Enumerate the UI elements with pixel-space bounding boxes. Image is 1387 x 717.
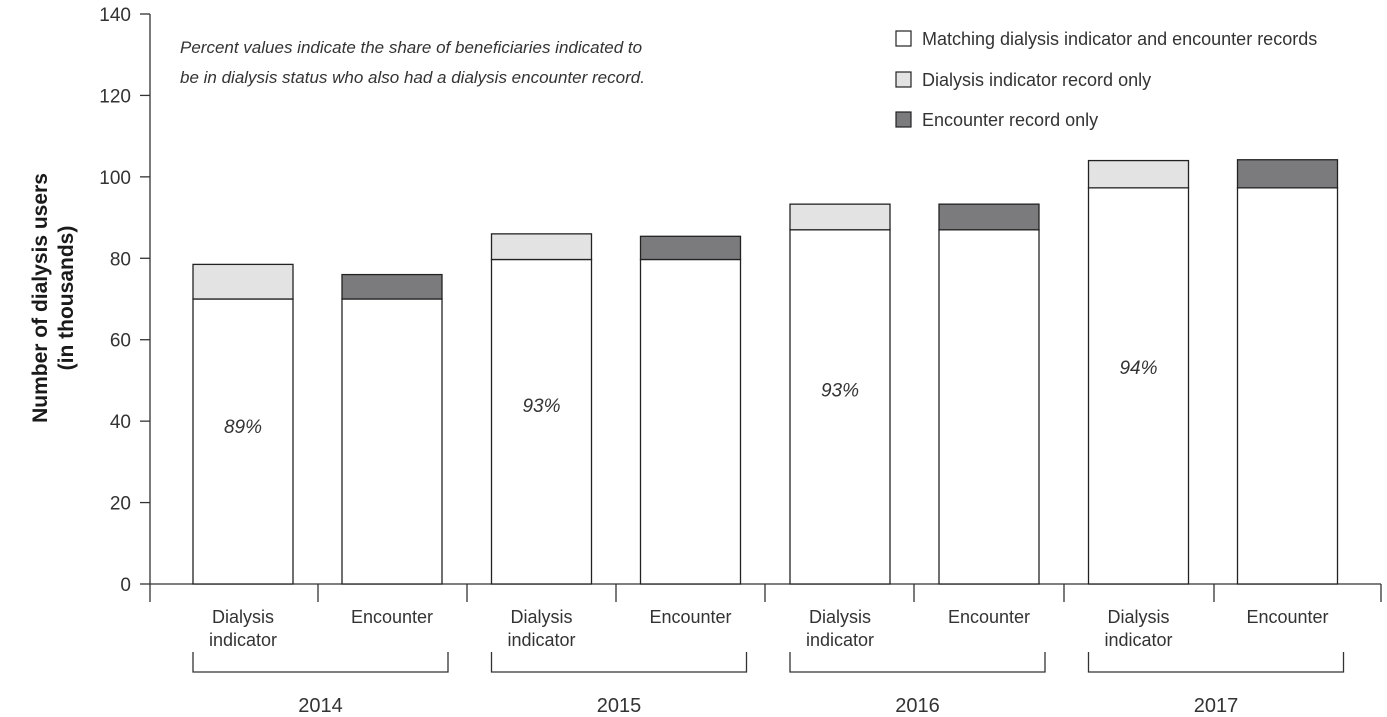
bar-only-segment bbox=[490, 233, 593, 261]
y-tick-label: 60 bbox=[110, 331, 131, 352]
y-tick-label: 40 bbox=[110, 412, 131, 433]
bar-percent-label: 93% bbox=[821, 380, 859, 401]
bar-only-segment bbox=[639, 235, 742, 261]
bar-category-label: Dialysis bbox=[809, 607, 871, 627]
year-bracket bbox=[490, 652, 748, 673]
chart-note: Percent values indicate the share of ben… bbox=[180, 38, 645, 87]
bar-percent-label: 89% bbox=[224, 417, 262, 438]
legend-label: Encounter record only bbox=[922, 110, 1098, 130]
y-tick-label: 0 bbox=[120, 575, 131, 596]
bar-percent-label: 93% bbox=[522, 396, 560, 417]
bar-category-label: Dialysis bbox=[212, 607, 274, 627]
bar-category-label: indicator bbox=[507, 630, 575, 650]
bar-category-label: Encounter bbox=[948, 607, 1030, 627]
bar-only-segment bbox=[341, 273, 443, 300]
year-bracket bbox=[192, 652, 449, 673]
bar-only-segment bbox=[192, 263, 294, 300]
bar-category-label: indicator bbox=[209, 630, 277, 650]
bar-matching-segment bbox=[938, 229, 1040, 585]
year-bracket bbox=[1087, 652, 1345, 673]
legend-swatch bbox=[895, 71, 912, 88]
chart-note-line-1: Percent values indicate the share of ben… bbox=[180, 38, 642, 57]
bar-category-label: indicator bbox=[1104, 630, 1172, 650]
bar-category-label: Encounter bbox=[1246, 607, 1328, 627]
bars: 89% 93% 93% 94% bbox=[192, 159, 1339, 585]
year-label: 2015 bbox=[597, 695, 642, 717]
bar-matching-segment bbox=[341, 298, 443, 585]
bar-matching-segment bbox=[789, 229, 891, 585]
bar-category-label: Encounter bbox=[649, 607, 731, 627]
y-tick-label: 100 bbox=[99, 168, 131, 189]
year-label: 2016 bbox=[895, 695, 940, 717]
y-axis-label-line-1: Number of dialysis users bbox=[29, 173, 52, 423]
bar-category-label: Encounter bbox=[351, 607, 433, 627]
legend-swatch bbox=[895, 30, 912, 47]
y-tick-label: 120 bbox=[99, 86, 131, 107]
year-label: 2014 bbox=[298, 695, 343, 717]
legend-label: Dialysis indicator record only bbox=[922, 70, 1151, 90]
bar-only-segment bbox=[1087, 159, 1190, 189]
y-tick-label: 140 bbox=[99, 5, 131, 26]
y-axis-label: Number of dialysis users (in thousands) bbox=[29, 173, 78, 423]
bar-matching-segment bbox=[1087, 187, 1190, 585]
bar-percent-label: 94% bbox=[1119, 358, 1157, 379]
bar-matching-segment bbox=[1236, 187, 1339, 585]
legend-swatch bbox=[895, 111, 912, 128]
bar-category-label: indicator bbox=[806, 630, 874, 650]
bar-only-segment bbox=[789, 203, 891, 231]
bar-matching-segment bbox=[490, 258, 593, 585]
bar-matching-segment bbox=[639, 258, 742, 585]
y-axis-label-line-2: (in thousands) bbox=[55, 226, 78, 371]
chart-note-line-2: be in dialysis status who also had a dia… bbox=[180, 68, 645, 87]
bar-matching-segment bbox=[192, 298, 294, 585]
category-labels: Dialysis indicator Encounter 2014 Dialysis in… bbox=[192, 607, 1345, 717]
year-label: 2017 bbox=[1194, 695, 1239, 717]
bar-category-label: Dialysis bbox=[510, 607, 572, 627]
y-tick-label: 20 bbox=[110, 494, 131, 515]
bar-category-label: Dialysis bbox=[1107, 607, 1169, 627]
bar-only-segment bbox=[1236, 159, 1339, 189]
legend: Matching dialysis indicator and encounte… bbox=[895, 29, 1317, 130]
bar-only-segment bbox=[938, 203, 1040, 231]
legend-label: Matching dialysis indicator and encounte… bbox=[922, 29, 1317, 49]
year-bracket bbox=[789, 652, 1046, 673]
y-tick-label: 80 bbox=[110, 249, 131, 270]
